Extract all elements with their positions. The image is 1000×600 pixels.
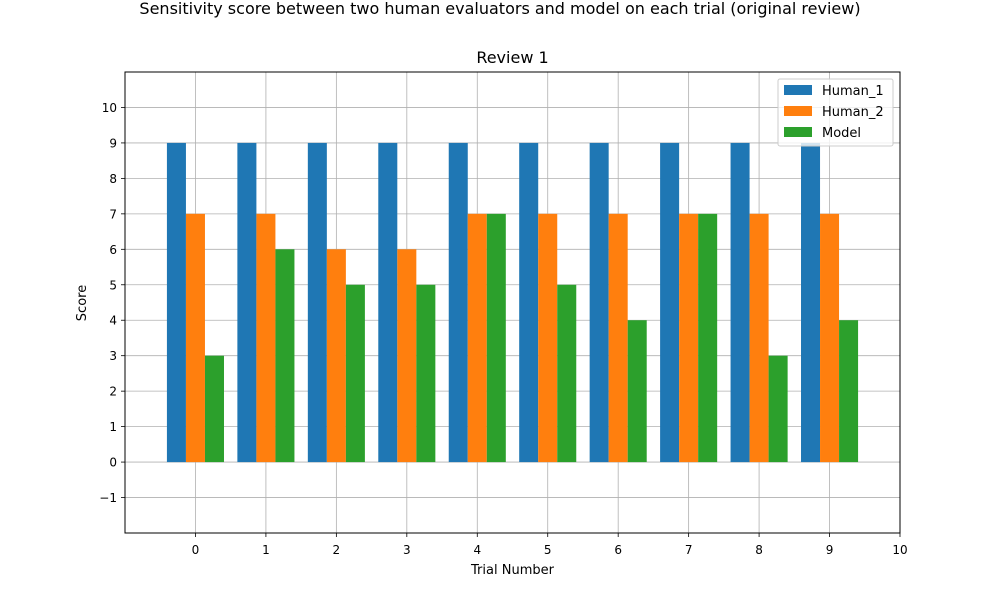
- y-tick-label: 2: [109, 385, 117, 399]
- bar-human-2: [397, 249, 417, 463]
- x-tick-label: 4: [473, 543, 481, 557]
- bar-model: [275, 249, 295, 463]
- bar-human-2: [679, 213, 699, 463]
- y-tick-label: 5: [109, 278, 117, 292]
- bar-model: [416, 284, 436, 463]
- bar-model: [486, 213, 506, 463]
- x-tick-label: 10: [892, 543, 907, 557]
- x-tick-label: 1: [262, 543, 270, 557]
- bar-model: [557, 284, 577, 463]
- x-tick-label: 6: [614, 543, 622, 557]
- bar-model: [839, 320, 859, 463]
- x-tick-label: 0: [192, 543, 200, 557]
- y-tick-label: 10: [102, 101, 117, 115]
- bar-human-2: [608, 213, 628, 463]
- bar-human-1: [660, 142, 680, 463]
- legend-swatch-human-1: [784, 85, 812, 95]
- y-tick-label: 9: [109, 136, 117, 150]
- y-tick-label: 4: [109, 314, 117, 328]
- bar-human-1: [589, 142, 609, 463]
- figure-suptitle: Sensitivity score between two human eval…: [139, 0, 861, 18]
- legend-label-human-1: Human_1: [822, 84, 884, 99]
- y-tick-label: −1: [99, 491, 117, 505]
- bar-human-2: [820, 213, 840, 463]
- bar-human-1: [307, 142, 327, 463]
- x-axis-label: Trial Number: [470, 563, 555, 578]
- bar-human-1: [730, 142, 750, 463]
- bar-human-1: [519, 142, 539, 463]
- bars: [166, 142, 859, 463]
- y-tick-label: 3: [109, 349, 117, 363]
- bar-model: [698, 213, 718, 463]
- bar-human-1: [448, 142, 468, 463]
- x-tick-label: 7: [685, 543, 693, 557]
- bar-model: [345, 284, 365, 463]
- y-tick-label: 6: [109, 243, 117, 257]
- legend-swatch-model: [784, 127, 812, 137]
- legend-label-model: Model: [822, 126, 861, 141]
- y-tick-label: 8: [109, 172, 117, 186]
- legend-label-human-2: Human_2: [822, 105, 884, 120]
- bar-human-2: [326, 249, 346, 463]
- bar-model: [768, 355, 788, 463]
- bar-human-1: [237, 142, 257, 463]
- x-tick-label: 9: [826, 543, 834, 557]
- y-tick-label: 1: [109, 420, 117, 434]
- bar-human-1: [166, 142, 186, 463]
- bar-human-1: [801, 142, 821, 463]
- x-tick-label: 3: [403, 543, 411, 557]
- x-tick-label: 8: [755, 543, 763, 557]
- legend: Human_1 Human_2 Model: [777, 78, 894, 147]
- bar-human-2: [185, 213, 205, 463]
- axis-ticks: 0 1 2 3 4 5 6 7 8 9 10 −1 0 1 2 3 4 5 6 7 8 9 10: [99, 101, 907, 557]
- axes-frame: [124, 71, 901, 534]
- bar-human-2: [538, 213, 558, 463]
- bar-model: [204, 355, 224, 463]
- y-axis-label: Score: [75, 285, 90, 321]
- legend-swatch-human-2: [784, 106, 812, 116]
- x-tick-label: 2: [333, 543, 341, 557]
- bar-human-1: [378, 142, 398, 463]
- chart-title: Review 1: [476, 48, 548, 67]
- x-tick-label: 5: [544, 543, 552, 557]
- y-tick-label: 7: [109, 207, 117, 221]
- bar-human-2: [467, 213, 487, 463]
- y-tick-label: 0: [109, 456, 117, 470]
- bar-human-2: [256, 213, 276, 463]
- bar-model: [627, 320, 647, 463]
- bar-human-2: [749, 213, 769, 463]
